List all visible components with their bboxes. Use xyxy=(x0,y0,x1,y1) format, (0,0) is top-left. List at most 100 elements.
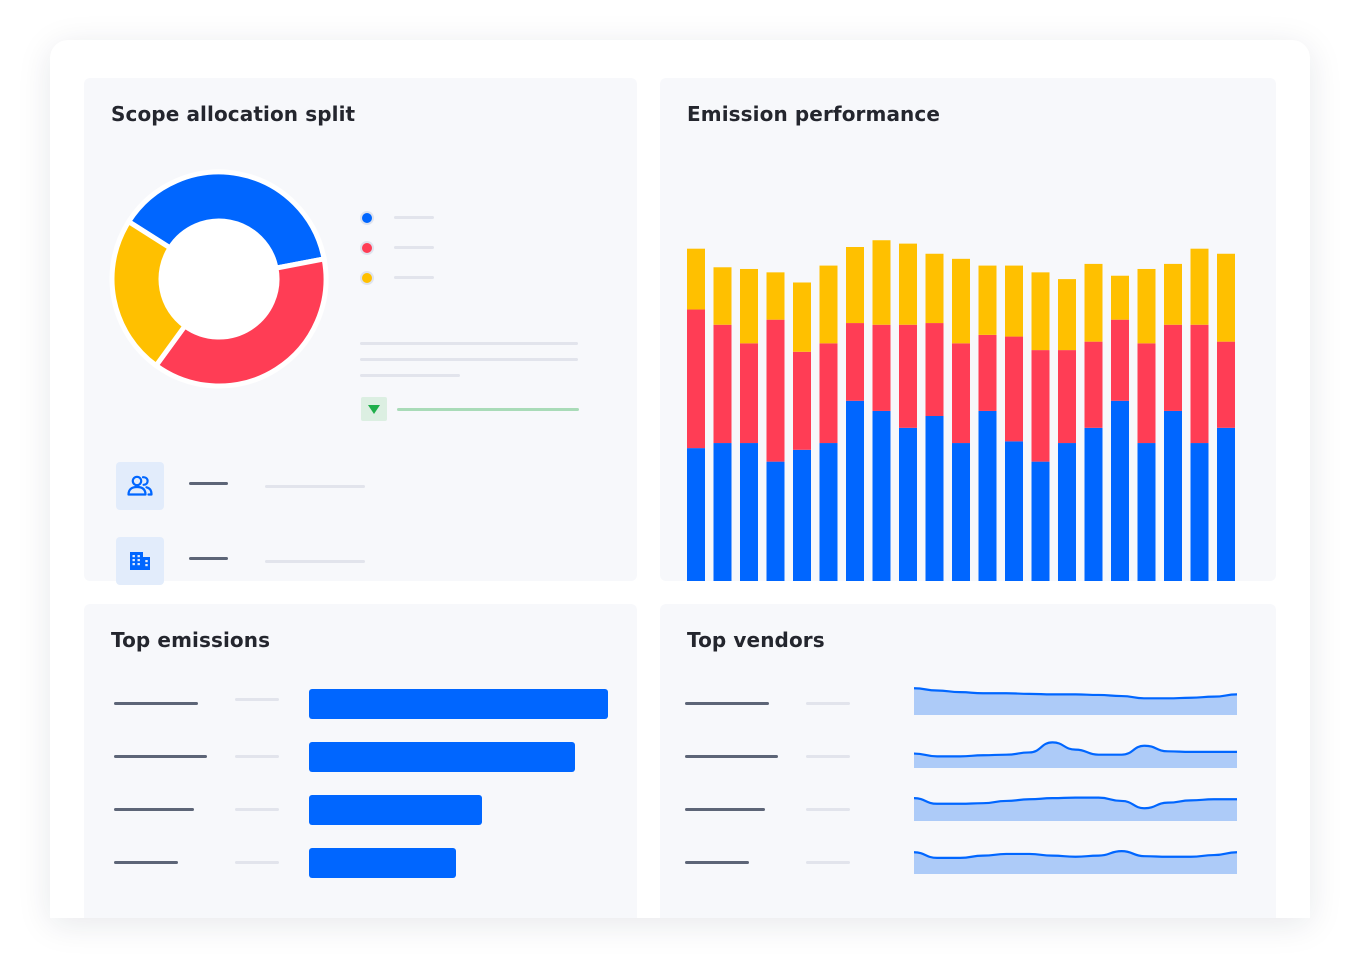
sparkline-area xyxy=(914,851,1237,874)
stat-label-placeholder xyxy=(189,557,228,560)
legend-dot-red xyxy=(360,241,374,255)
stacked-bar-segment xyxy=(1005,441,1023,581)
top-vendors-title: Top vendors xyxy=(687,628,825,652)
vendor-value-placeholder xyxy=(806,702,850,705)
stacked-bar-segment xyxy=(1005,336,1023,442)
sparkline-line xyxy=(914,850,1237,859)
stacked-bar-segment xyxy=(740,343,758,444)
stacked-bar-segment xyxy=(793,351,811,450)
stat-value-placeholder xyxy=(265,485,365,488)
sparkline-area xyxy=(914,688,1237,715)
summary-line-placeholder xyxy=(360,358,578,361)
stacked-bar-segment xyxy=(766,272,785,320)
dashboard-window: Scope allocation split xyxy=(50,40,1310,918)
stacked-bar-segment xyxy=(899,243,917,325)
stacked-bar-segment xyxy=(819,343,838,444)
stacked-bar-segment xyxy=(1005,265,1023,337)
emission-value-placeholder xyxy=(235,861,279,864)
stacked-bar-segment xyxy=(1217,253,1235,342)
vendor-sparkline xyxy=(914,796,1237,821)
stacked-bar-segment xyxy=(1111,275,1129,320)
stacked-bar-segment xyxy=(687,309,705,449)
sparkline-area xyxy=(914,797,1237,821)
sparkline-line xyxy=(914,687,1237,700)
stacked-bar-segment xyxy=(740,268,758,344)
emission-bar xyxy=(309,848,456,878)
stacked-bar-segment xyxy=(846,323,864,401)
summary-line-placeholder xyxy=(360,342,578,345)
stacked-bar-segment xyxy=(872,240,891,325)
vendor-name-placeholder xyxy=(685,702,769,705)
stacked-bar-segment xyxy=(1190,324,1209,444)
vendor-value-placeholder xyxy=(806,861,850,864)
stacked-bar-segment xyxy=(793,282,811,352)
donut-hole xyxy=(163,223,275,335)
stacked-bar-segment xyxy=(952,443,970,581)
stacked-bar-segment xyxy=(978,265,997,335)
stacked-bar-segment xyxy=(1217,341,1235,428)
stacked-bar-segment xyxy=(925,416,944,581)
stacked-bar-segment xyxy=(1084,341,1103,428)
stacked-bar-segment xyxy=(1111,400,1129,581)
scope-allocation-title: Scope allocation split xyxy=(111,102,356,126)
stacked-bar-segment xyxy=(978,410,997,581)
stacked-bar-segment xyxy=(1137,443,1156,581)
stacked-bar-segment xyxy=(713,443,732,581)
stacked-bar-segment xyxy=(819,443,838,581)
stacked-bar-segment xyxy=(1084,427,1103,581)
stacked-bar-segment xyxy=(872,324,891,411)
vendor-sparkline xyxy=(914,741,1237,768)
stacked-bar-segment xyxy=(713,267,732,325)
emission-performance-title: Emission performance xyxy=(687,102,941,126)
emission-value-placeholder xyxy=(235,698,279,701)
top-emissions-card: Top emissions xyxy=(84,604,637,918)
emission-name-placeholder xyxy=(114,861,178,864)
stacked-bar-segment xyxy=(793,449,811,581)
users-icon-box xyxy=(116,462,164,510)
stacked-bar-segment xyxy=(952,343,970,444)
stat-value-placeholder xyxy=(265,560,365,563)
stacked-bar-segment xyxy=(687,248,705,310)
stacked-bar-segment xyxy=(1031,461,1050,581)
building-icon xyxy=(130,552,150,570)
stacked-bar-segment xyxy=(1190,248,1209,325)
stacked-bar-segment xyxy=(1058,350,1076,444)
sparkline-line xyxy=(914,741,1237,758)
legend-label-placeholder xyxy=(394,276,434,279)
top-emissions-title: Top emissions xyxy=(111,628,271,652)
triangle-down-icon xyxy=(361,397,387,421)
stacked-bar-segment xyxy=(978,334,997,411)
emission-stacked-bar-chart xyxy=(687,240,1235,581)
vendor-name-placeholder xyxy=(685,861,749,864)
stacked-bar-segment xyxy=(1137,268,1156,344)
stacked-bar-segment xyxy=(1058,443,1076,581)
vendor-sparkline xyxy=(914,850,1237,874)
emission-bar xyxy=(309,795,483,825)
vendor-name-placeholder xyxy=(685,755,778,758)
stacked-bar-segment xyxy=(846,247,864,324)
stacked-bar-segment xyxy=(1190,443,1209,581)
stacked-bar-segment xyxy=(925,323,944,416)
stacked-bar-segment xyxy=(1058,279,1076,351)
emission-name-placeholder xyxy=(114,808,194,811)
emission-value-placeholder xyxy=(235,755,279,758)
legend-label-placeholder xyxy=(394,246,434,249)
stacked-bar-segment xyxy=(1084,263,1103,342)
stacked-bar-segment xyxy=(872,410,891,581)
top-vendors-card: Top vendors xyxy=(660,604,1276,918)
summary-line-placeholder xyxy=(360,374,460,377)
sparkline-area xyxy=(914,742,1237,768)
donut-slice xyxy=(152,256,329,389)
stacked-bar-segment xyxy=(925,253,944,324)
vendor-name-placeholder xyxy=(685,808,765,811)
stacked-bar-segment xyxy=(846,400,864,581)
scope-donut-chart xyxy=(109,169,329,389)
stacked-bar-segment xyxy=(819,265,838,344)
stacked-bar-segment xyxy=(766,319,785,462)
vendor-sparkline xyxy=(914,687,1237,715)
stacked-bar-segment xyxy=(1164,324,1182,411)
stacked-bar-segment xyxy=(1164,263,1182,325)
stacked-bar-segment xyxy=(1137,343,1156,444)
building-icon-box xyxy=(116,537,164,585)
legend-label-placeholder xyxy=(394,216,434,219)
